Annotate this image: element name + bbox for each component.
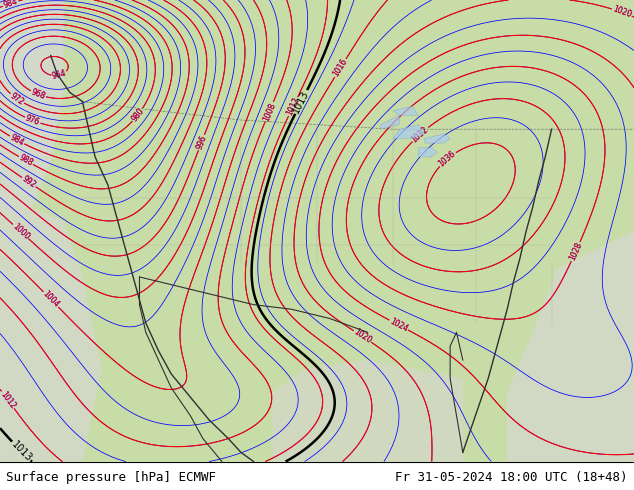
Text: 984: 984: [3, 0, 19, 10]
Text: 968: 968: [30, 88, 46, 101]
Text: 984: 984: [8, 133, 25, 147]
Text: 1008: 1008: [261, 101, 277, 122]
Text: 1004: 1004: [41, 290, 61, 310]
Text: 1000: 1000: [11, 221, 31, 242]
Text: 1012: 1012: [285, 96, 301, 117]
Polygon shape: [0, 208, 101, 462]
Text: 1012: 1012: [0, 390, 17, 410]
Polygon shape: [0, 0, 63, 208]
Text: 976: 976: [24, 114, 41, 127]
Text: 1020: 1020: [352, 327, 373, 345]
Text: 1013: 1013: [291, 89, 311, 115]
Text: 1012: 1012: [0, 390, 17, 410]
Text: 1008: 1008: [261, 101, 277, 122]
Text: 1028: 1028: [567, 241, 584, 262]
Text: 1024: 1024: [388, 317, 410, 334]
Polygon shape: [273, 360, 463, 462]
Text: 1016: 1016: [332, 57, 349, 78]
Text: 1020: 1020: [352, 327, 373, 345]
Text: 996: 996: [195, 134, 209, 151]
Text: 992: 992: [20, 174, 37, 190]
Text: 984: 984: [8, 133, 25, 147]
Text: 988: 988: [17, 153, 34, 168]
Text: 1013: 1013: [9, 439, 34, 464]
Text: 968: 968: [30, 88, 46, 101]
Polygon shape: [393, 124, 425, 139]
Polygon shape: [380, 115, 399, 129]
Polygon shape: [507, 231, 634, 462]
Text: 1024: 1024: [388, 317, 410, 334]
Text: 1036: 1036: [437, 149, 458, 169]
Text: 992: 992: [20, 174, 37, 190]
Text: 1016: 1016: [332, 57, 349, 78]
Text: 988: 988: [17, 153, 34, 168]
Text: 1032: 1032: [410, 124, 430, 144]
Text: 1012: 1012: [285, 96, 301, 117]
Text: 964: 964: [51, 69, 68, 81]
Text: 972: 972: [8, 91, 25, 106]
Text: Surface pressure [hPa] ECMWF: Surface pressure [hPa] ECMWF: [6, 471, 216, 484]
Text: 996: 996: [195, 134, 209, 151]
Text: 980: 980: [130, 106, 146, 123]
Text: 1020: 1020: [611, 5, 633, 20]
Text: 1028: 1028: [567, 241, 584, 262]
Text: 964: 964: [51, 69, 68, 81]
Polygon shape: [0, 0, 634, 462]
Text: 1036: 1036: [437, 149, 458, 169]
Text: 976: 976: [24, 114, 41, 127]
Text: 1020: 1020: [611, 5, 633, 20]
Text: 1004: 1004: [41, 290, 61, 310]
Text: Fr 31-05-2024 18:00 UTC (18+48): Fr 31-05-2024 18:00 UTC (18+48): [395, 471, 628, 484]
Text: 984: 984: [3, 0, 19, 10]
Polygon shape: [425, 134, 450, 143]
Text: 1032: 1032: [410, 124, 430, 144]
Polygon shape: [393, 106, 418, 115]
Text: 972: 972: [8, 91, 25, 106]
Text: 1000: 1000: [11, 221, 31, 242]
Polygon shape: [418, 147, 437, 157]
Text: 980: 980: [130, 106, 146, 123]
